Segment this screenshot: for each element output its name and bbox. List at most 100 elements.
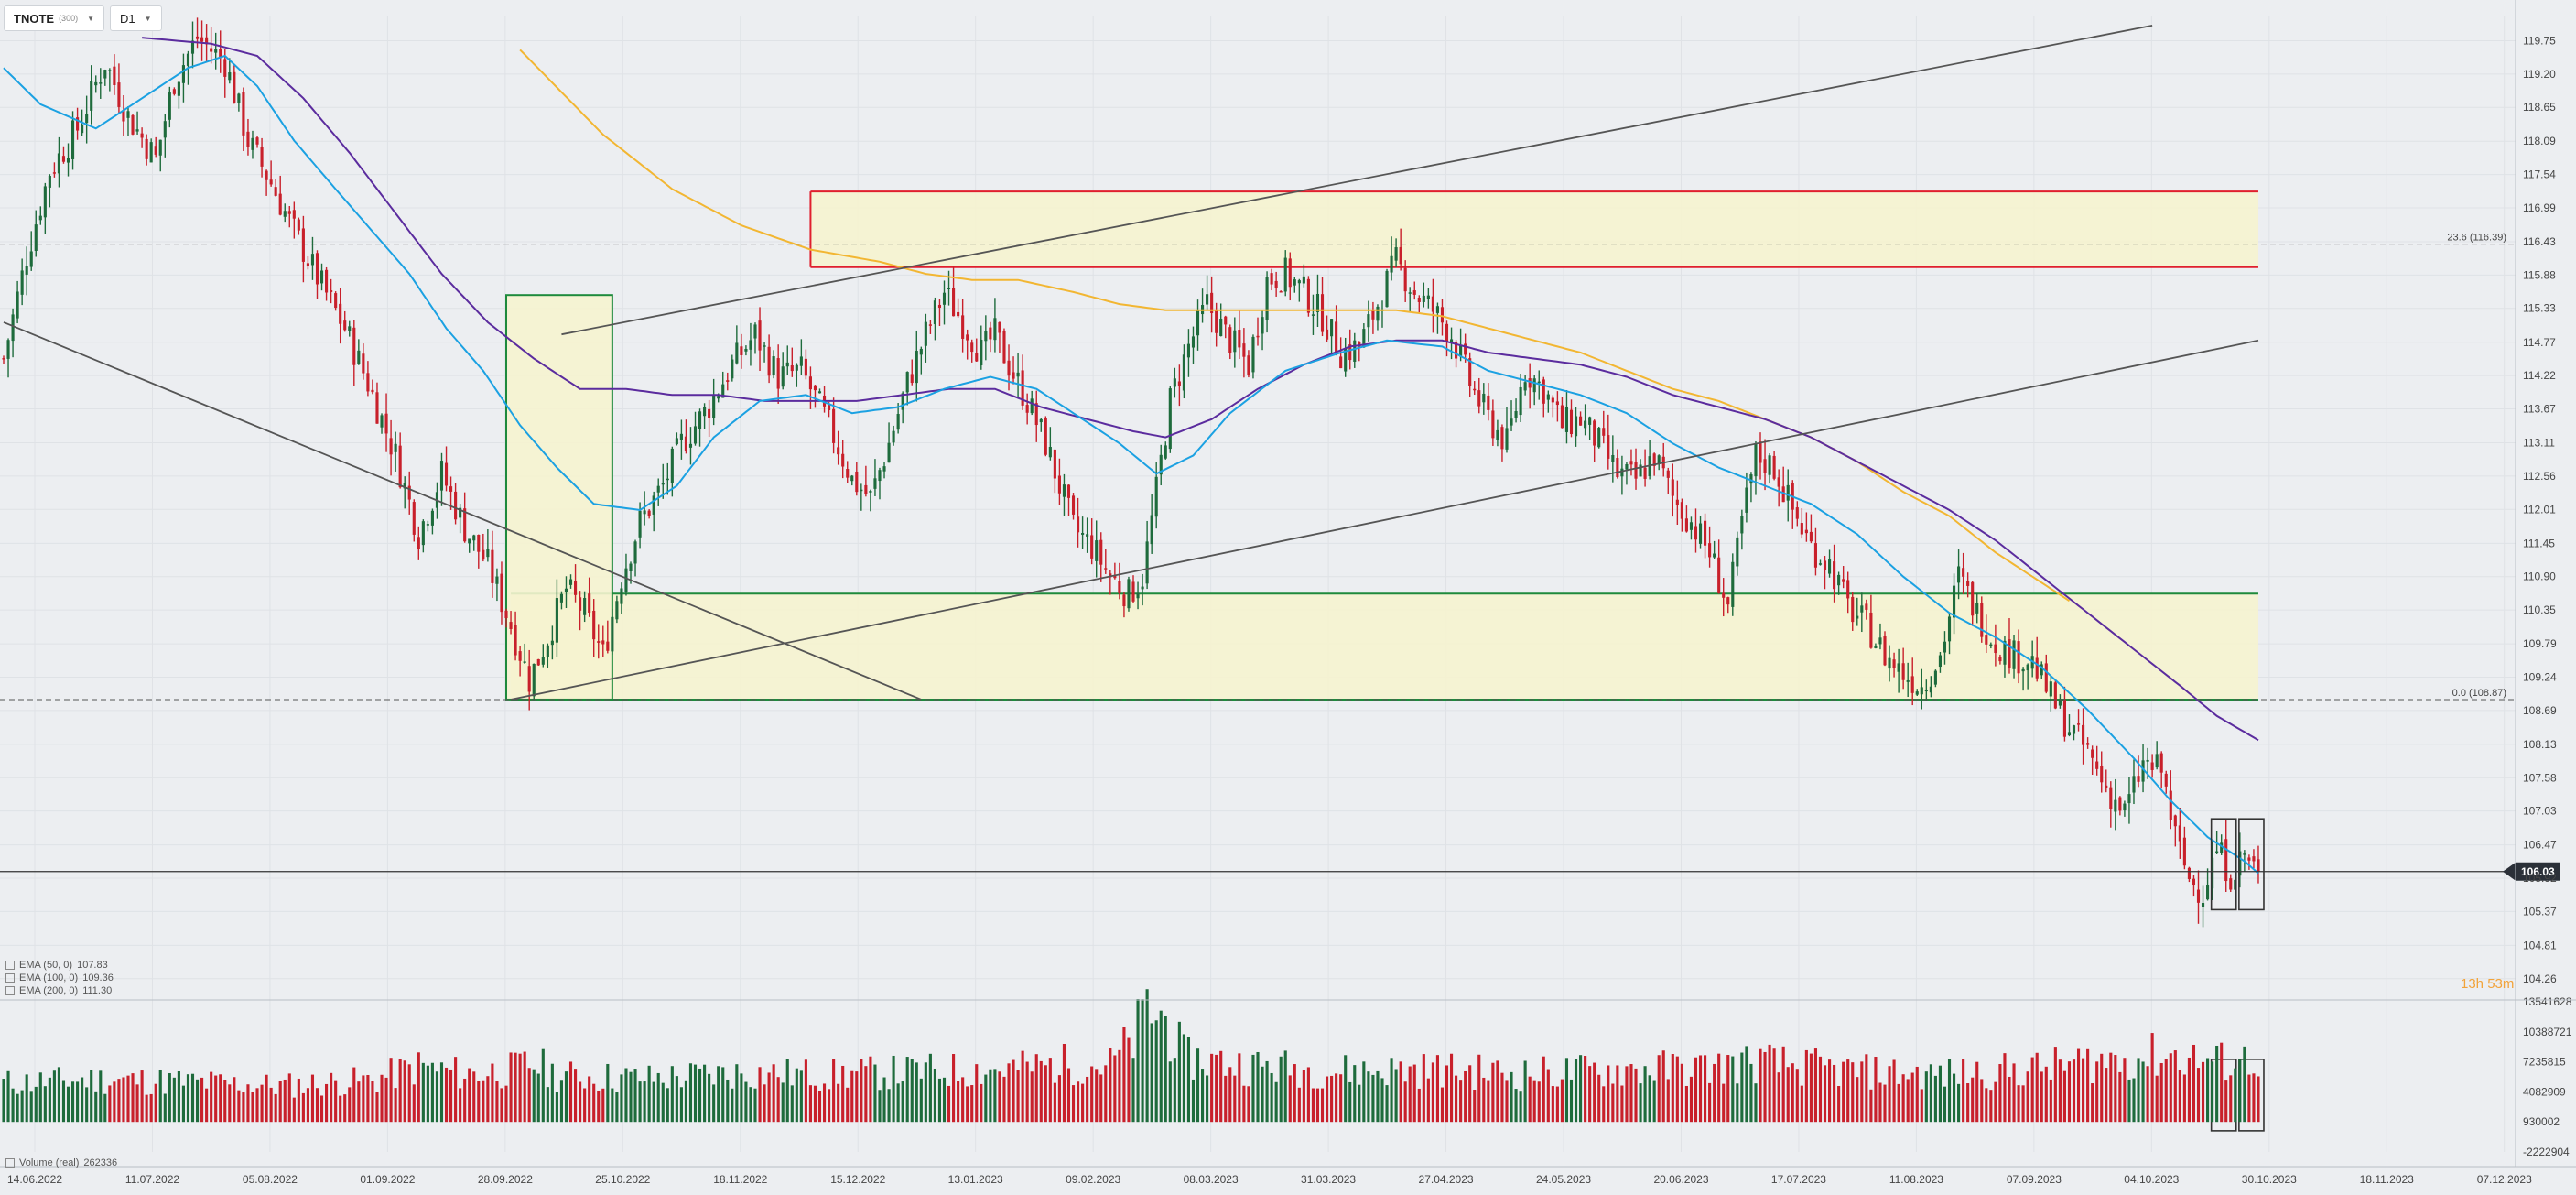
candle-body (1021, 370, 1024, 406)
volume-bar (1362, 1061, 1366, 1123)
candle-body (2044, 663, 2048, 692)
volume-bar (1071, 1085, 1076, 1123)
candle-body (804, 358, 807, 376)
candle-body (799, 356, 803, 366)
candle-body (1233, 330, 1237, 353)
legend-ema-50[interactable]: EMA (50, 0) 107.83 (5, 959, 114, 972)
volume-bar (352, 1067, 356, 1123)
volume-bar (1270, 1072, 1273, 1123)
candle-body (85, 114, 89, 124)
candle-body (1228, 327, 1232, 353)
volume-bar (1136, 999, 1140, 1123)
candle-body (855, 471, 859, 493)
volume-bar (749, 1087, 752, 1123)
volume-bar (1016, 1070, 1020, 1123)
candle-body (749, 340, 752, 350)
candle-body (1943, 641, 1947, 653)
volume-bar (2123, 1058, 2127, 1123)
candle-body (523, 661, 526, 663)
candle-body (1731, 561, 1735, 607)
volume-bar (200, 1077, 204, 1123)
candle-body (514, 625, 517, 656)
volume-bar (2243, 1046, 2246, 1123)
volume-bar (1740, 1052, 1744, 1123)
volume-bar (1722, 1083, 1726, 1123)
volume-bar (887, 1089, 891, 1123)
candle-body (1066, 484, 1071, 498)
candle-body (334, 293, 338, 309)
volume-bar (1717, 1053, 1721, 1123)
candle-body (555, 598, 558, 643)
candle-body (1888, 657, 1891, 669)
volume-bar (2035, 1052, 2039, 1123)
candle-body (223, 59, 227, 77)
candle-body (1385, 270, 1389, 308)
candle-body (1242, 343, 1246, 357)
volume-bar (1297, 1087, 1301, 1123)
candle-body (1348, 344, 1352, 361)
volume-bar (559, 1080, 564, 1123)
legend-ema-100[interactable]: EMA (100, 0) 109.36 (5, 972, 114, 984)
volume-bar (679, 1087, 683, 1123)
candle-body (122, 110, 125, 122)
candle-body (1113, 575, 1117, 579)
volume-bar (928, 1053, 932, 1123)
volume-bar (76, 1081, 80, 1123)
volume-bar (656, 1072, 660, 1123)
candle-body (371, 389, 374, 393)
volume-bar (1200, 1069, 1205, 1123)
volume-bar (1311, 1088, 1315, 1123)
volume-bar (108, 1085, 112, 1123)
volume-bar (2146, 1066, 2149, 1123)
candle-body (1818, 563, 1823, 565)
candle-body (1962, 568, 1965, 577)
volume-bar (274, 1093, 277, 1123)
volume-bar (1731, 1056, 1735, 1123)
volume-bar (2100, 1053, 2104, 1123)
candle-body (1118, 581, 1121, 593)
candle-body (721, 384, 725, 398)
price-tick-label: 108.69 (2523, 704, 2557, 717)
candle-body (2206, 885, 2210, 900)
volume-bar (1159, 1010, 1163, 1123)
volume-bar (1288, 1075, 1292, 1123)
candle-body (1186, 343, 1191, 358)
volume-bar (1620, 1085, 1624, 1123)
candle-body (2229, 878, 2233, 890)
candle-body (477, 534, 481, 552)
trend-line (510, 339, 2259, 701)
volume-bar (1154, 1020, 1158, 1123)
volume-bar (606, 1063, 610, 1123)
volume-bar (1173, 1058, 1176, 1123)
candle-body (583, 598, 587, 615)
candle-body (1989, 644, 1993, 646)
volume-bar (269, 1087, 273, 1123)
legend-ema-200[interactable]: EMA (200, 0) 111.30 (5, 984, 114, 997)
price-tick-label: 109.79 (2523, 637, 2557, 650)
volume-legend-label: Volume (real) (19, 1157, 80, 1168)
candle-body (269, 179, 273, 185)
candle-body (961, 315, 965, 339)
volume-bar (915, 1062, 918, 1123)
volume-bar (482, 1080, 485, 1123)
date-tick-label: 31.03.2023 (1301, 1173, 1356, 1186)
candle-body (11, 314, 15, 342)
symbol-selector[interactable]: TNOTE (300) ▼ (4, 5, 104, 31)
volume-bar (2178, 1070, 2181, 1123)
volume-bar (117, 1079, 121, 1123)
candle-body (763, 345, 766, 347)
volume-bar (1818, 1056, 1823, 1123)
candle-body (348, 326, 352, 331)
highlight-marker (2238, 818, 2265, 911)
candle-body (1620, 468, 1624, 477)
candle-body (1777, 477, 1780, 487)
indicator-legend: EMA (50, 0) 107.83 EMA (100, 0) 109.36 E… (5, 959, 114, 997)
candle-body (1722, 592, 1726, 598)
volume-legend[interactable]: Volume (real) 262336 (5, 1157, 117, 1168)
timeframe-selector[interactable]: D1 ▼ (110, 5, 162, 31)
price-tick-label: 107.03 (2523, 805, 2557, 818)
volume-bar (1053, 1082, 1056, 1123)
volume-bar (1616, 1065, 1619, 1123)
candle-body (1551, 397, 1554, 403)
